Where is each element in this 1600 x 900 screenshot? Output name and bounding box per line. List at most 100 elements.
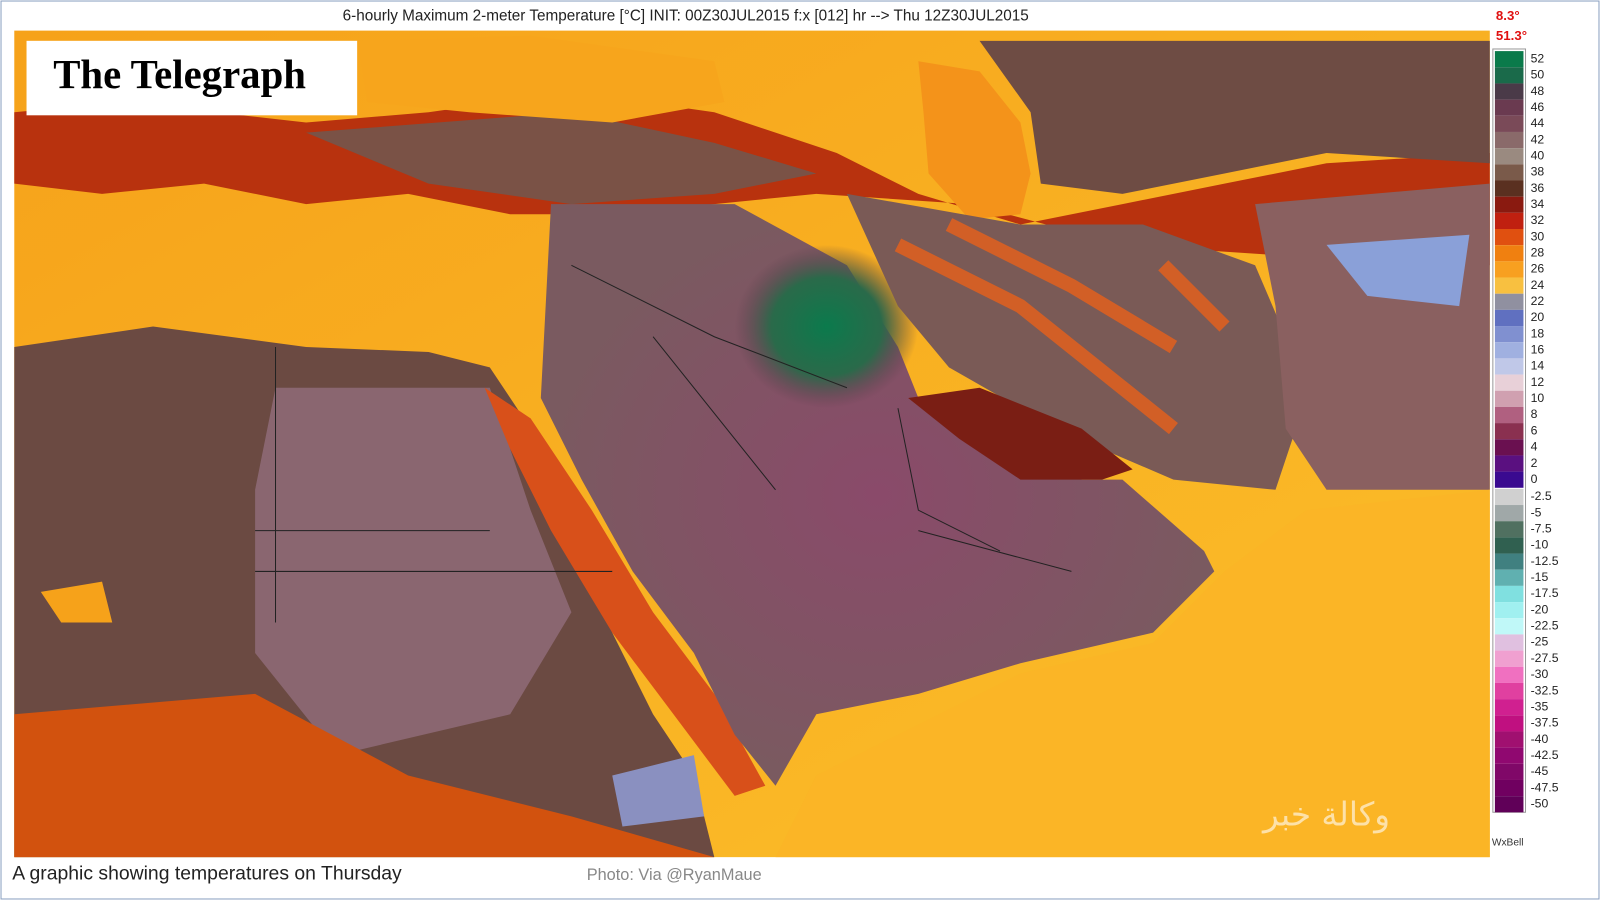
colorbar-swatch <box>1494 521 1524 538</box>
colorbar-swatch <box>1494 666 1524 683</box>
colorbar-swatch <box>1494 618 1524 635</box>
colorbar-label: 52 <box>1531 51 1545 65</box>
colorbar-swatch <box>1494 261 1524 278</box>
colorbar-label: -10 <box>1531 538 1549 552</box>
map <box>14 30 1490 858</box>
colorbar-swatch <box>1494 747 1524 764</box>
colorbar-swatch <box>1494 505 1524 522</box>
colorbar-label: -27.5 <box>1531 651 1559 665</box>
colorbar-swatch <box>1494 488 1524 506</box>
colorbar-label: -50 <box>1531 796 1549 810</box>
colorbar-swatch <box>1494 245 1524 262</box>
colorbar-label: 30 <box>1531 229 1545 243</box>
colorbar-swatch <box>1494 715 1524 732</box>
colorbar-swatch <box>1494 455 1524 472</box>
colorbar-swatch <box>1494 699 1524 716</box>
colorbar: 5250484644424038363432302826242220181614… <box>1492 48 1559 813</box>
colorbar-swatch <box>1494 423 1524 440</box>
colorbar-swatch <box>1494 553 1524 570</box>
colorbar-label: 38 <box>1531 165 1545 179</box>
colorbar-label: 4 <box>1531 440 1538 454</box>
colorbar-label: 50 <box>1531 68 1545 82</box>
colorbar-label: -2.5 <box>1531 489 1552 503</box>
colorbar-swatch <box>1494 164 1524 181</box>
caption: A graphic showing temperatures on Thursd… <box>12 863 402 885</box>
range-min: 8.3° <box>1496 8 1520 23</box>
colorbar-swatch <box>1494 763 1524 780</box>
colorbar-label: -7.5 <box>1531 522 1552 536</box>
colorbar-swatch <box>1494 358 1524 375</box>
colorbar-label: 48 <box>1531 84 1545 98</box>
colorbar-label: -22.5 <box>1531 619 1559 633</box>
colorbar-label: -45 <box>1531 764 1549 778</box>
colorbar-swatch <box>1494 196 1524 213</box>
colorbar-label: 16 <box>1531 343 1545 357</box>
colorbar-label: 14 <box>1531 359 1545 373</box>
colorbar-label: 8 <box>1531 407 1538 421</box>
colorbar-swatch <box>1494 293 1524 310</box>
colorbar-label: 2 <box>1531 456 1538 470</box>
colorbar-label: 40 <box>1531 148 1545 162</box>
colorbar-label: 46 <box>1531 100 1545 114</box>
colorbar-swatch <box>1494 83 1524 100</box>
colorbar-label: -30 <box>1531 667 1549 681</box>
colorbar-label: 20 <box>1531 310 1545 324</box>
colorbar-swatch <box>1494 115 1524 132</box>
colorbar-label: 24 <box>1531 278 1545 292</box>
colorbar-swatch <box>1494 131 1524 149</box>
colorbar-label: -5 <box>1531 505 1542 519</box>
colorbar-label: 6 <box>1531 423 1538 437</box>
colorbar-label: 26 <box>1531 262 1545 276</box>
colorbar-swatch <box>1494 342 1524 359</box>
colorbar-swatch <box>1494 796 1524 813</box>
colorbar-swatch <box>1494 406 1524 424</box>
colorbar-credit: WxBell <box>1492 838 1524 849</box>
colorbar-label: 10 <box>1531 391 1545 405</box>
colorbar-swatch <box>1494 439 1524 456</box>
photo-credit: Photo: Via @RyanMaue <box>587 866 762 884</box>
colorbar-label: 18 <box>1531 326 1545 340</box>
colorbar-label: 36 <box>1531 181 1545 195</box>
colorbar-label: -47.5 <box>1531 780 1559 794</box>
colorbar-label: -20 <box>1531 602 1549 616</box>
colorbar-label: 22 <box>1531 294 1545 308</box>
colorbar-swatch <box>1494 650 1524 667</box>
logo-box <box>26 40 358 116</box>
colorbar-label: 44 <box>1531 116 1545 130</box>
colorbar-label: 12 <box>1531 375 1545 389</box>
colorbar-label: -40 <box>1531 732 1549 746</box>
colorbar-swatch <box>1494 67 1524 84</box>
colorbar-swatch <box>1494 229 1524 246</box>
colorbar-label: 28 <box>1531 245 1545 259</box>
colorbar-label: -17.5 <box>1531 586 1559 600</box>
colorbar-swatch <box>1494 471 1524 488</box>
logo: The Telegraph <box>53 52 306 97</box>
colorbar-swatch <box>1494 51 1524 68</box>
colorbar-label: -25 <box>1531 635 1549 649</box>
colorbar-swatch <box>1494 602 1524 619</box>
colorbar-swatch <box>1494 309 1524 327</box>
colorbar-label: -37.5 <box>1531 716 1559 730</box>
colorbar-swatch <box>1494 148 1524 165</box>
colorbar-swatch <box>1494 180 1524 197</box>
colorbar-swatch <box>1494 634 1524 651</box>
colorbar-swatch <box>1494 374 1524 391</box>
colorbar-swatch <box>1494 326 1524 343</box>
colorbar-swatch <box>1494 537 1524 554</box>
colorbar-label: -42.5 <box>1531 748 1559 762</box>
watermark: وكالة خبر <box>1261 795 1390 833</box>
colorbar-swatch <box>1494 585 1524 603</box>
colorbar-label: 42 <box>1531 132 1545 146</box>
colorbar-swatch <box>1494 390 1524 407</box>
map-title: 6-hourly Maximum 2-meter Temperature [°C… <box>343 7 1029 24</box>
colorbar-swatch <box>1494 99 1524 116</box>
colorbar-label: 0 <box>1531 472 1538 486</box>
colorbar-label: -35 <box>1531 699 1549 713</box>
colorbar-swatch <box>1494 731 1524 748</box>
colorbar-swatch <box>1494 569 1524 586</box>
colorbar-swatch <box>1494 277 1524 294</box>
colorbar-label: -32.5 <box>1531 683 1559 697</box>
colorbar-label: 34 <box>1531 197 1545 211</box>
